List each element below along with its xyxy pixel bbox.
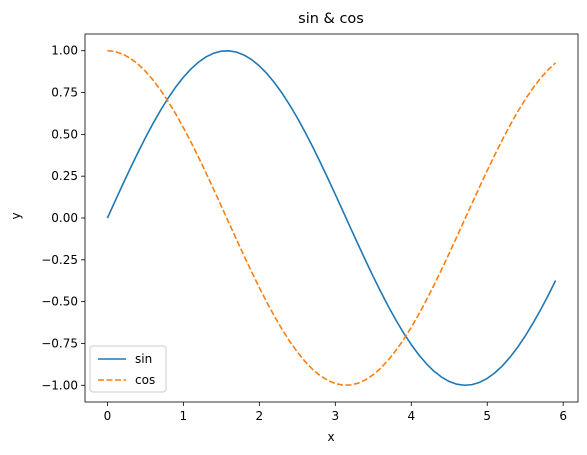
legend-label-sin: sin	[135, 352, 152, 366]
x-tick-label: 3	[331, 409, 339, 423]
x-tick-label: 6	[559, 409, 567, 423]
x-tick-label: 4	[407, 409, 415, 423]
plot-background	[85, 34, 578, 402]
x-axis-ticks: 0 1 2 3 4 5 6	[104, 402, 567, 423]
series-layer	[106, 49, 557, 387]
y-tick-label: −1.00	[41, 378, 78, 392]
y-tick-label: 0.00	[51, 211, 78, 225]
series-line-cos	[107, 49, 557, 386]
x-axis-label: x	[327, 430, 334, 444]
chart-title: sin & cos	[298, 11, 364, 27]
x-tick-label: 5	[483, 409, 491, 423]
y-tick-label: 0.75	[51, 86, 78, 100]
plot-area	[84, 33, 579, 403]
y-axis-label: y	[9, 212, 23, 219]
series-line-sin	[106, 49, 557, 387]
y-tick-label: 1.00	[51, 44, 78, 58]
y-tick-label: 0.25	[51, 169, 78, 183]
y-axis-ticks: 1.00 0.75 0.50 0.25 0.00 −0.25 −0.50 −0.75 −1.00	[41, 44, 85, 392]
y-tick-label: −0.75	[41, 336, 78, 350]
legend: sin cos	[89, 345, 167, 393]
y-tick-label: 0.50	[51, 127, 78, 141]
x-tick-label: 0	[104, 409, 112, 423]
y-tick-label: −0.50	[41, 295, 78, 309]
legend-label-cos: cos	[135, 373, 155, 387]
y-tick-label: −0.25	[41, 253, 78, 267]
x-tick-label: 2	[256, 409, 264, 423]
x-tick-label: 1	[180, 409, 188, 423]
